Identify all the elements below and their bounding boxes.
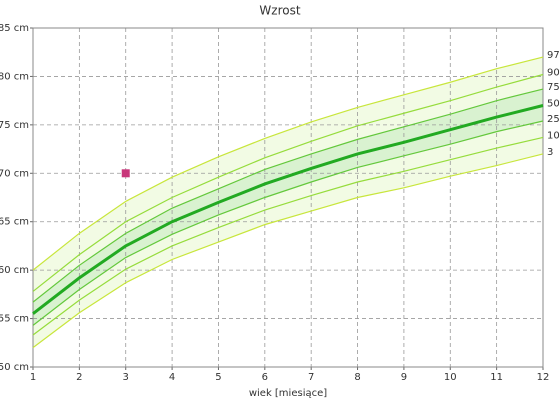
chart-title: Wzrost — [259, 4, 300, 18]
centile-line — [32, 88, 544, 303]
x-tick-label: 5 — [215, 372, 221, 383]
y-tick-label: 75 cm — [0, 120, 29, 131]
x-tick-label: 8 — [354, 372, 360, 383]
centile-line — [32, 153, 544, 349]
legend-label: 75 — [547, 82, 560, 93]
legend-label: 50 — [547, 98, 560, 109]
y-tick-label: 65 cm — [0, 217, 29, 228]
x-tick-label: 9 — [401, 372, 407, 383]
x-axis-label: wiek [miesiące] — [249, 388, 327, 399]
legend-label: 90 — [547, 67, 560, 78]
measurement-point — [121, 169, 130, 178]
legend-label: 3 — [547, 147, 553, 158]
x-tick-label: 7 — [308, 372, 314, 383]
plot-frame — [32, 27, 544, 368]
x-tick-label: 10 — [444, 372, 457, 383]
y-tick-label: 50 cm — [0, 362, 29, 373]
x-tick-label: 2 — [76, 372, 82, 383]
x-tick-label: 4 — [169, 372, 175, 383]
legend-label: 97 — [547, 50, 560, 61]
centile-line — [32, 120, 544, 326]
x-tick-label: 12 — [537, 372, 550, 383]
x-tick-label: 1 — [30, 372, 36, 383]
centile-line — [32, 136, 544, 336]
x-tick-label: 11 — [490, 372, 503, 383]
legend-label: 10 — [547, 130, 560, 141]
centile-line — [32, 104, 544, 315]
y-tick-label: 85 cm — [0, 23, 29, 34]
band — [33, 89, 543, 326]
y-tick-label: 55 cm — [0, 314, 29, 325]
x-tick-label: 3 — [123, 372, 129, 383]
centile-line — [32, 73, 544, 292]
legend-label: 25 — [547, 114, 560, 125]
centile-line — [32, 56, 544, 271]
y-tick-label: 80 cm — [0, 71, 29, 82]
y-tick-label: 60 cm — [0, 265, 29, 276]
y-tick-label: 70 cm — [0, 168, 29, 179]
x-tick-label: 6 — [262, 372, 268, 383]
